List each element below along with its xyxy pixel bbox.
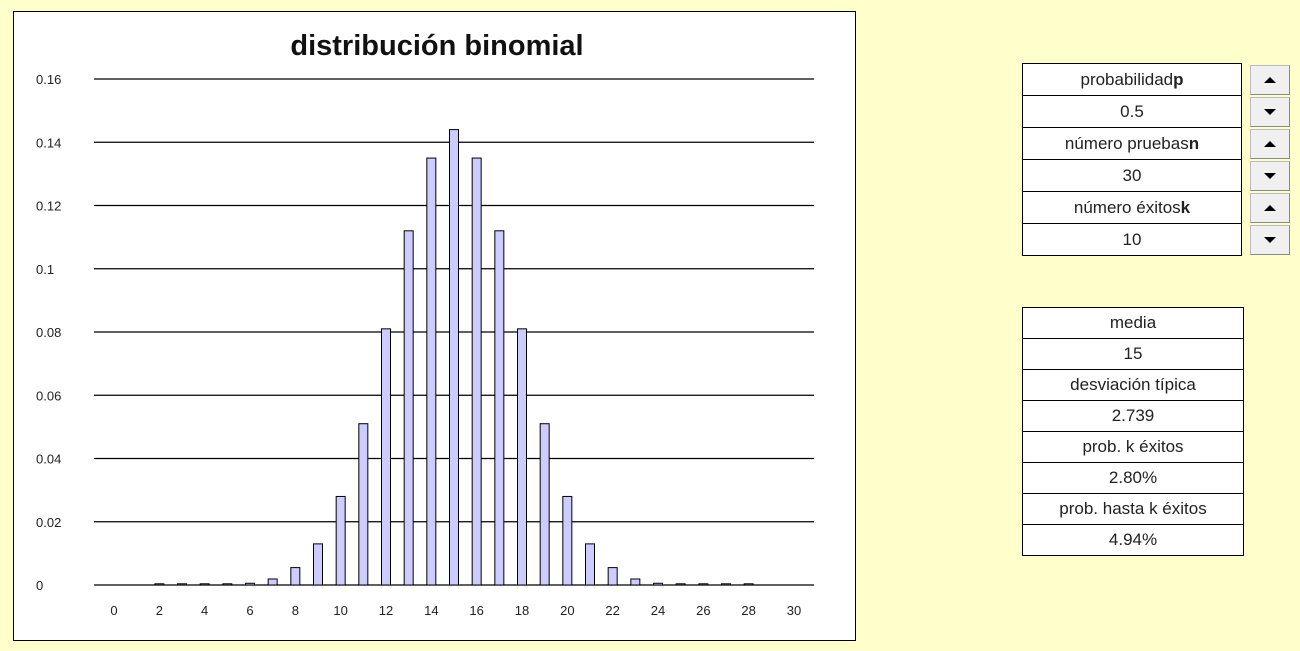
x-tick-label: 20	[560, 603, 574, 618]
y-tick-label: 0.14	[36, 135, 61, 150]
bar	[245, 582, 255, 586]
bar	[517, 328, 527, 586]
trials-label: número pruebas n	[1022, 127, 1242, 160]
control-row-n-value: 30	[1022, 159, 1290, 192]
control-row-n-label: número pruebas n	[1022, 127, 1290, 160]
bar	[154, 583, 165, 586]
x-tick-label: 30	[787, 603, 801, 618]
successes-down-button[interactable]	[1250, 225, 1290, 255]
bar	[471, 157, 482, 586]
control-row-p-label: probabilidad p	[1022, 63, 1290, 96]
mean-label: media	[1022, 307, 1244, 339]
std-label: desviación típica	[1022, 369, 1244, 401]
bar	[358, 423, 369, 586]
x-tick-label: 12	[379, 603, 393, 618]
x-tick-label: 14	[424, 603, 438, 618]
probability-value: 0.5	[1022, 95, 1242, 128]
x-tick-label: 8	[292, 603, 299, 618]
bar	[630, 578, 641, 586]
std-value: 2.739	[1022, 400, 1244, 432]
mean-value: 15	[1022, 338, 1244, 370]
control-row-p-value: 0.5	[1022, 95, 1290, 128]
bar	[313, 543, 323, 586]
control-row-k-label: número éxitos k	[1022, 191, 1290, 224]
bar	[698, 583, 709, 586]
prob-upto-value: 4.94%	[1022, 524, 1244, 556]
x-tick-label: 26	[696, 603, 710, 618]
prob-k-label: prob. k éxitos	[1022, 431, 1244, 463]
bar	[607, 567, 618, 586]
bar	[743, 583, 754, 586]
results-table: media 15 desviación típica 2.739 prob. k…	[1022, 307, 1244, 556]
bar	[381, 328, 391, 586]
probability-down-button[interactable]	[1250, 97, 1290, 127]
bar	[675, 583, 686, 586]
control-row-k-value: 10	[1022, 223, 1290, 256]
triangle-up-icon	[1264, 141, 1276, 147]
trials-down-button[interactable]	[1250, 161, 1290, 191]
bar	[177, 583, 187, 586]
trials-up-button[interactable]	[1250, 129, 1290, 159]
bar	[426, 157, 437, 586]
y-tick-label: 0.04	[36, 452, 61, 467]
chart-title: distribución binomial	[290, 30, 583, 62]
y-tick-label: 0.16	[36, 72, 61, 87]
x-tick-label: 10	[333, 603, 347, 618]
bar	[585, 543, 595, 586]
x-tick-label: 24	[651, 603, 665, 618]
y-tick-label: 0.08	[36, 325, 61, 340]
bar	[653, 582, 663, 586]
x-tick-label: 4	[201, 603, 208, 618]
bar	[290, 567, 301, 586]
prob-upto-label: prob. hasta k éxitos	[1022, 493, 1244, 525]
x-tick-label: 6	[246, 603, 253, 618]
bar	[721, 583, 731, 586]
triangle-down-icon	[1264, 237, 1276, 243]
x-tick-label: 18	[515, 603, 529, 618]
x-tick-label: 22	[605, 603, 619, 618]
successes-up-button[interactable]	[1250, 193, 1290, 223]
parameter-controls: probabilidad p 0.5 número pruebas n 30 n…	[1022, 63, 1290, 256]
x-tick-label: 16	[469, 603, 483, 618]
bar	[403, 230, 414, 586]
trials-value: 30	[1022, 159, 1242, 192]
bar	[494, 230, 505, 586]
bar	[199, 583, 210, 586]
triangle-up-icon	[1264, 205, 1276, 211]
binomial-chart: distribución binomial 0 0.02 0.04 0.06 0.08 0…	[36, 30, 814, 618]
triangle-up-icon	[1264, 76, 1276, 83]
bar	[562, 495, 573, 586]
y-tick-label: 0.02	[36, 515, 61, 530]
y-tick-label: 0.06	[36, 388, 61, 403]
bar	[335, 495, 346, 586]
y-tick-label: 0.1	[36, 262, 54, 277]
bar	[267, 578, 278, 586]
bar	[449, 129, 459, 586]
bar	[539, 423, 550, 586]
x-tick-label: 0	[110, 603, 117, 618]
triangle-down-icon	[1264, 109, 1276, 115]
probability-label: probabilidad p	[1022, 63, 1242, 96]
successes-value: 10	[1022, 223, 1242, 256]
y-tick-label: 0	[36, 578, 43, 593]
chart-panel: distribución binomial 0 0.02 0.04 0.06 0.08 0…	[13, 11, 856, 641]
x-tick-label: 28	[741, 603, 755, 618]
x-tick-label: 2	[156, 603, 163, 618]
bar	[222, 583, 233, 586]
successes-label: número éxitos k	[1022, 191, 1242, 224]
probability-up-button[interactable]	[1250, 64, 1290, 95]
triangle-down-icon	[1264, 173, 1276, 179]
prob-k-value: 2.80%	[1022, 462, 1244, 494]
y-tick-label: 0.12	[36, 199, 61, 214]
